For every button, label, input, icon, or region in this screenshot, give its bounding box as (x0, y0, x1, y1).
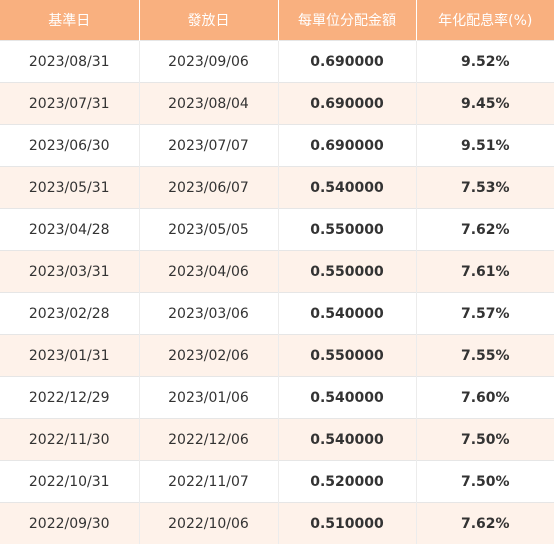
distribution-cell: 0.690000 (278, 125, 416, 167)
yield-cell: 7.50% (416, 461, 554, 503)
distribution-cell: 0.540000 (278, 377, 416, 419)
distribution-cell: 0.540000 (278, 293, 416, 335)
payment-date-cell: 2023/05/05 (139, 209, 278, 251)
record-date-cell: 2022/09/30 (0, 503, 139, 544)
payment-date-cell: 2023/03/06 (139, 293, 278, 335)
payment-date-cell: 2023/02/06 (139, 335, 278, 377)
payment-date-cell: 2023/06/07 (139, 167, 278, 209)
header-annualized-yield: 年化配息率(%) (416, 0, 554, 41)
distribution-cell: 0.690000 (278, 83, 416, 125)
header-distribution-per-unit: 每單位分配金額 (278, 0, 416, 41)
record-date-cell: 2022/11/30 (0, 419, 139, 461)
yield-cell: 7.62% (416, 503, 554, 544)
record-date-cell: 2023/01/31 (0, 335, 139, 377)
payment-date-cell: 2022/10/06 (139, 503, 278, 544)
payment-date-cell: 2023/04/06 (139, 251, 278, 293)
record-date-cell: 2023/07/31 (0, 83, 139, 125)
payment-date-cell: 2023/01/06 (139, 377, 278, 419)
yield-cell: 9.52% (416, 41, 554, 83)
payment-date-cell: 2023/07/07 (139, 125, 278, 167)
distribution-cell: 0.510000 (278, 503, 416, 544)
yield-cell: 7.62% (416, 209, 554, 251)
yield-cell: 7.50% (416, 419, 554, 461)
record-date-cell: 2023/03/31 (0, 251, 139, 293)
yield-cell: 7.55% (416, 335, 554, 377)
record-date-cell: 2023/05/31 (0, 167, 139, 209)
yield-cell: 7.61% (416, 251, 554, 293)
yield-cell: 9.45% (416, 83, 554, 125)
header-payment-date: 發放日 (139, 0, 278, 41)
record-date-cell: 2023/04/28 (0, 209, 139, 251)
header-row: 基準日 發放日 每單位分配金額 年化配息率(%) (0, 0, 554, 41)
distribution-cell: 0.540000 (278, 167, 416, 209)
table-header: 基準日 發放日 每單位分配金額 年化配息率(%) (0, 0, 554, 41)
record-date-cell: 2023/02/28 (0, 293, 139, 335)
header-record-date: 基準日 (0, 0, 139, 41)
payment-date-cell: 2023/08/04 (139, 83, 278, 125)
yield-cell: 9.51% (416, 125, 554, 167)
distribution-cell: 0.520000 (278, 461, 416, 503)
distribution-cell: 0.550000 (278, 335, 416, 377)
distribution-cell: 0.550000 (278, 251, 416, 293)
payment-date-cell: 2023/09/06 (139, 41, 278, 83)
yield-cell: 7.57% (416, 293, 554, 335)
yield-cell: 7.60% (416, 377, 554, 419)
distribution-cell: 0.550000 (278, 209, 416, 251)
payment-date-cell: 2022/12/06 (139, 419, 278, 461)
payment-date-cell: 2022/11/07 (139, 461, 278, 503)
distribution-cell: 0.690000 (278, 41, 416, 83)
record-date-cell: 2022/10/31 (0, 461, 139, 503)
distribution-cell: 0.540000 (278, 419, 416, 461)
yield-cell: 7.53% (416, 167, 554, 209)
record-date-cell: 2022/12/29 (0, 377, 139, 419)
record-date-cell: 2023/06/30 (0, 125, 139, 167)
record-date-cell: 2023/08/31 (0, 41, 139, 83)
